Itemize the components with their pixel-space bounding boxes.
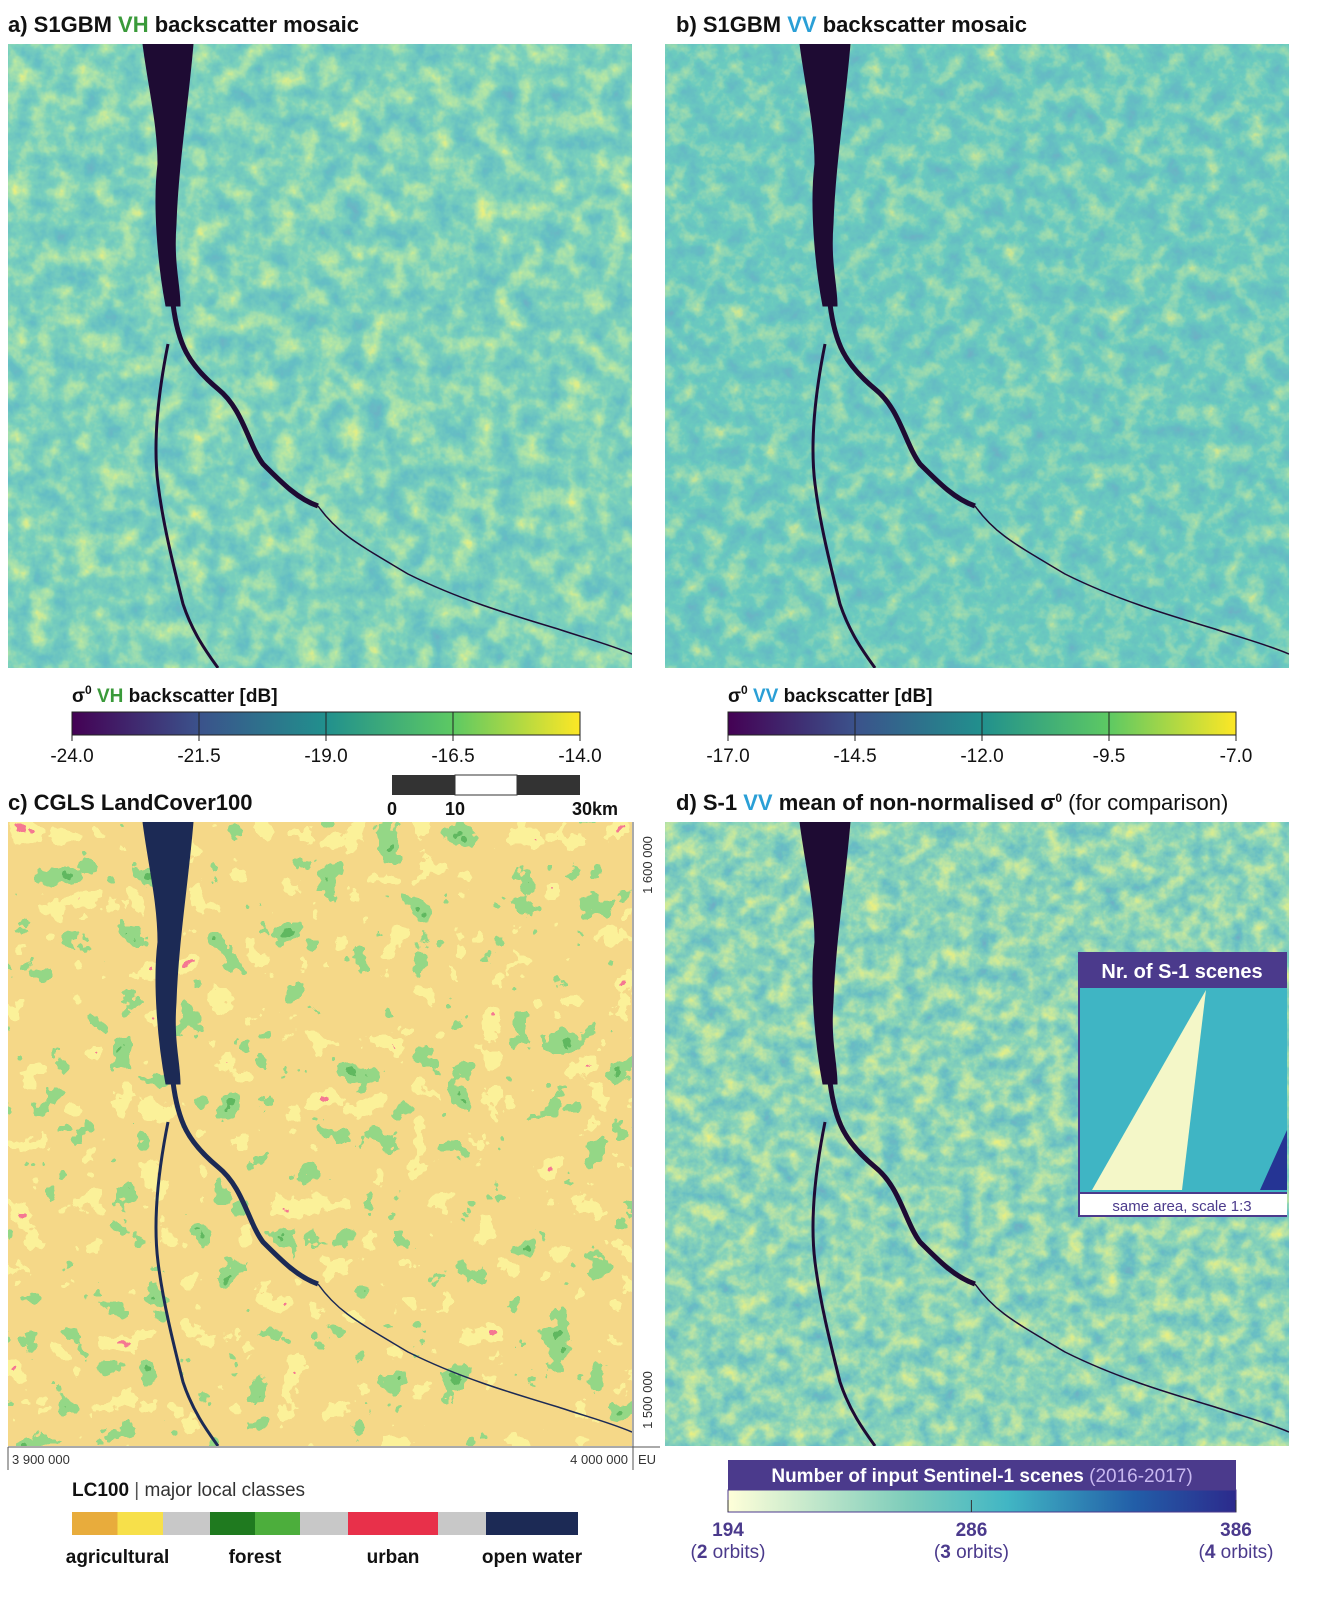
legend-swatch xyxy=(210,1512,255,1535)
tick-label: -21.5 xyxy=(177,746,220,767)
orbit-part: 4 xyxy=(1205,1542,1216,1563)
legend-swatch xyxy=(348,1512,438,1535)
orbit-label: (4 orbits) xyxy=(1199,1542,1274,1563)
scale-bar: 0 10 30km xyxy=(387,775,618,819)
colorbar xyxy=(728,1490,1236,1512)
coordinate-label: 1 600 000 xyxy=(640,836,655,894)
tick-label: 386 xyxy=(1220,1520,1252,1541)
vv-map xyxy=(665,44,1289,668)
orbit-part: 2 xyxy=(697,1542,708,1563)
coordinate-label: 4 000 000 xyxy=(570,1452,628,1467)
inset: Nr. of S-1 scenes same area, scale 1:3 xyxy=(1078,952,1287,1217)
tick-label: -7.0 xyxy=(1220,746,1253,767)
scale-label: 10 xyxy=(445,799,465,819)
tick-label: -9.5 xyxy=(1093,746,1126,767)
colorbar-label: σ0 VH backscatter [dB] xyxy=(72,683,278,707)
scale-label: 0 xyxy=(387,799,397,819)
coordinate-label: 1 500 000 xyxy=(640,1371,655,1429)
panel-title: c) CGLS LandCover100 xyxy=(8,790,253,815)
tick-label: -16.5 xyxy=(431,746,474,767)
legend-label: forest xyxy=(229,1547,282,1568)
tick-label: -12.0 xyxy=(960,746,1003,767)
tick-label: -17.0 xyxy=(706,746,749,767)
tick-label: -14.5 xyxy=(833,746,876,767)
orbit-part: orbits) xyxy=(951,1542,1009,1563)
scale-label: 30km xyxy=(572,799,618,819)
orbit-label: (2 orbits) xyxy=(691,1542,766,1563)
coordinate-label: 3 900 000 xyxy=(12,1452,70,1467)
panel-title: a) S1GBM VH backscatter mosaic xyxy=(8,12,359,37)
figure: a) S1GBM VH backscatter mosaic σ0 VH bac… xyxy=(0,0,1317,1604)
vh-map xyxy=(8,44,632,668)
tick-label: -14.0 xyxy=(558,746,601,767)
tick-label: -19.0 xyxy=(304,746,347,767)
legend-label: urban xyxy=(367,1547,420,1568)
legend-label: agricultural xyxy=(66,1547,169,1568)
legend-swatch xyxy=(118,1512,164,1535)
inset-caption: same area, scale 1:3 xyxy=(1112,1198,1251,1215)
panel-title: d) S-1 VV mean of non-normalised σ0 (for… xyxy=(676,790,1228,815)
legend-swatch xyxy=(255,1512,300,1535)
panel-title: b) S1GBM VV backscatter mosaic xyxy=(676,12,1027,37)
inset-title: Nr. of S-1 scenes xyxy=(1101,961,1262,983)
orbit-part: 3 xyxy=(940,1542,951,1563)
landcover-map xyxy=(8,822,632,1446)
legend-swatch xyxy=(486,1512,578,1535)
colorbar-title: Number of input Sentinel-1 scenes (2016-… xyxy=(771,1466,1192,1487)
tick-label: 194 xyxy=(712,1520,744,1541)
orbit-part: orbits) xyxy=(707,1542,765,1563)
orbit-label: (3 orbits) xyxy=(934,1542,1009,1563)
legend-label: open water xyxy=(482,1547,583,1568)
orbit-part: orbits) xyxy=(1215,1542,1273,1563)
colorbar-label: σ0 VV backscatter [dB] xyxy=(728,683,933,707)
tick-label: 286 xyxy=(956,1520,988,1541)
legend-title: LC100 | major local classes xyxy=(72,1480,305,1501)
tick-label: -24.0 xyxy=(50,746,93,767)
legend-swatch xyxy=(72,1512,118,1535)
coordinate-label: EU xyxy=(638,1452,656,1467)
